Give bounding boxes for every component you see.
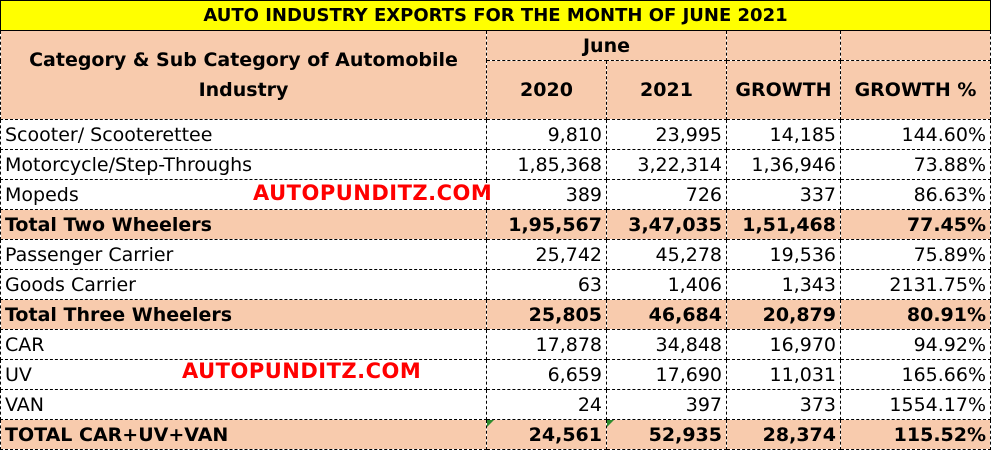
table-title: AUTO INDUSTRY EXPORTS FOR THE MONTH OF J… [0,0,992,31]
row-label: CAR [0,329,487,360]
value-2020: 6,659 [486,359,607,390]
total-row: Total Three Wheelers 25,805 46,684 20,879 80… [0,299,992,330]
category-header: Category & Sub Category of Automobile In… [0,30,487,120]
blank-header-cell [726,30,841,61]
row-label: Goods Carrier [0,269,487,300]
growth-value: 337 [726,179,841,210]
value-2020: 25,742 [486,239,607,270]
growth-value: 1,51,468 [726,209,841,240]
value-2021: 3,22,314 [606,149,727,180]
growth-value: 11,031 [726,359,841,390]
growth-value: 20,879 [726,299,841,330]
row-label: Scooter/ Scooterettee [0,119,487,150]
row-label: Total Two Wheelers [0,209,487,240]
value-2020: 9,810 [486,119,607,150]
row-label: Mopeds [0,179,487,210]
total-row: TOTAL CAR+UV+VAN 24,561 52,935 28,374 115.52… [0,419,992,450]
growth-percent: 144.60% [839,119,992,150]
value-2021: 3,47,035 [606,209,727,240]
cell-comment-marker [607,420,614,427]
value-2020: 1,95,567 [486,209,607,240]
table-row: Mopeds 389 726 337 86.63% [0,179,992,210]
value-2020: 24 [486,389,607,420]
growth-value: 16,970 [726,329,841,360]
value-2021: 45,278 [606,239,727,270]
growth-percent: 86.63% [839,179,992,210]
growth-value: 1,36,946 [726,149,841,180]
watermark: AUTOPUNDITZ.COM [182,359,422,383]
table-row: Goods Carrier 63 1,406 1,343 2131.75% [0,269,992,300]
blank-header-cell [839,30,992,61]
year-2021-header: 2021 [606,60,727,120]
watermark: AUTOPUNDITZ.COM [253,181,493,205]
cell-comment-marker [487,420,494,427]
table-row: Passenger Carrier 25,742 45,278 19,536 75.89… [0,239,992,270]
growth-percent: 80.91% [839,299,992,330]
row-label: TOTAL CAR+UV+VAN [0,419,487,450]
month-header: June [486,30,727,61]
value-2020: 17,878 [486,329,607,360]
growth-percent: 77.45% [839,209,992,240]
value-2021: 52,935 [606,419,727,450]
year-2020-header: 2020 [486,60,607,120]
growth-percent: 115.52% [839,419,992,450]
growth-percent: 73.88% [839,149,992,180]
growth-percent: 2131.75% [839,269,992,300]
value-2021: 46,684 [606,299,727,330]
value-2021: 726 [606,179,727,210]
growth-percent: 165.66% [839,359,992,390]
value-2021: 1,406 [606,269,727,300]
value-2021: 397 [606,389,727,420]
growth-percent: 94.92% [839,329,992,360]
value-2021: 17,690 [606,359,727,390]
growth-percent: 75.89% [839,239,992,270]
growth-pct-header: GROWTH % [839,60,992,120]
value-2020: 1,85,368 [486,149,607,180]
growth-value: 14,185 [726,119,841,150]
growth-value: 28,374 [726,419,841,450]
value-2020: 24,561 [486,419,607,450]
growth-value: 1,343 [726,269,841,300]
value-2021: 34,848 [606,329,727,360]
total-row: Total Two Wheelers 1,95,567 3,47,035 1,51,4… [0,209,992,240]
table-row: Scooter/ Scooterettee 9,810 23,995 14,185 14… [0,119,992,150]
growth-percent: 1554.17% [839,389,992,420]
table-row: UV 6,659 17,690 11,031 165.66% [0,359,992,390]
row-label: VAN [0,389,487,420]
growth-value: 19,536 [726,239,841,270]
table-row: VAN 24 397 373 1554.17% [0,389,992,420]
table-row: Motorcycle/Step-Throughs 1,85,368 3,22,314… [0,149,992,180]
value-2021: 23,995 [606,119,727,150]
row-label: Passenger Carrier [0,239,487,270]
value-2020: 389 [486,179,607,210]
table-row: CAR 17,878 34,848 16,970 94.92% [0,329,992,360]
row-label: Total Three Wheelers [0,299,487,330]
value-2020: 25,805 [486,299,607,330]
value-2020: 63 [486,269,607,300]
row-label: Motorcycle/Step-Throughs [0,149,487,180]
growth-value: 373 [726,389,841,420]
growth-header: GROWTH [726,60,841,120]
